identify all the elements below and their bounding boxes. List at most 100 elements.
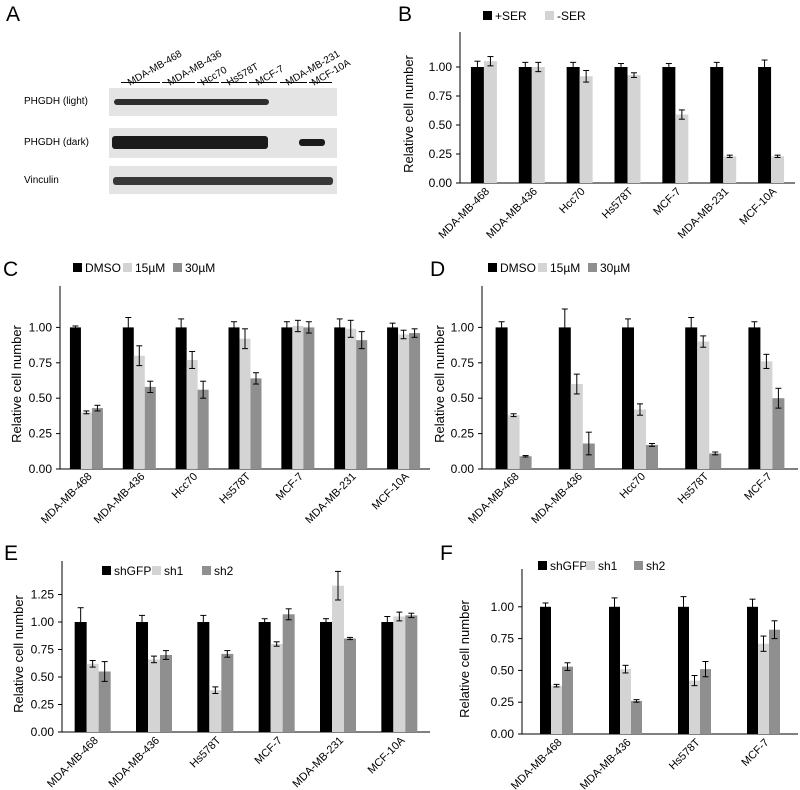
panel-letter-f: F bbox=[440, 542, 453, 565]
x-tick-label: Hs578T bbox=[676, 470, 712, 506]
bar bbox=[136, 622, 148, 732]
bar bbox=[175, 327, 187, 469]
x-tick-label: MDA-MB-468 bbox=[45, 735, 101, 790]
y-tick-label: 0.75 bbox=[451, 356, 475, 370]
bar bbox=[662, 67, 676, 183]
legend-swatch bbox=[588, 263, 597, 272]
panel-letter-b: B bbox=[398, 3, 413, 26]
bar bbox=[197, 389, 209, 469]
x-tick-label: MCF-10A bbox=[737, 185, 779, 227]
bar bbox=[689, 680, 700, 734]
bar bbox=[518, 67, 532, 183]
y-axis-label: Relative cell number bbox=[457, 599, 472, 717]
bar bbox=[228, 327, 240, 469]
blot-band bbox=[113, 177, 333, 185]
x-tick-label: Hs578T bbox=[188, 734, 224, 770]
bar bbox=[700, 669, 711, 734]
x-tick-label: Hs578T bbox=[667, 736, 703, 772]
bar bbox=[747, 606, 758, 734]
x-tick-label: MDA-MB-231 bbox=[291, 735, 347, 790]
x-tick-label: Hcc70 bbox=[557, 186, 588, 217]
bar bbox=[558, 327, 571, 469]
x-tick-label: Hcc70 bbox=[170, 471, 201, 502]
bar bbox=[344, 638, 356, 732]
bar bbox=[122, 327, 134, 469]
bar bbox=[771, 156, 785, 183]
lane-divider bbox=[249, 82, 277, 83]
bar bbox=[627, 75, 641, 183]
y-axis-label: Relative cell number bbox=[11, 594, 26, 712]
x-tick-label: MDA-MB-231 bbox=[303, 471, 359, 527]
blot-strip-vinculin bbox=[109, 166, 337, 194]
y-tick-label: 0.00 bbox=[29, 462, 53, 476]
x-tick-label: MDA-MB-468 bbox=[509, 737, 565, 790]
bar bbox=[332, 585, 344, 732]
y-tick-label: 1.25 bbox=[31, 588, 55, 602]
chart-b-cell-number-serine: 0.00 0.25 0.50 0.75 1.00 Relative cell number… bbox=[401, 9, 795, 242]
bar bbox=[562, 666, 573, 734]
bar bbox=[80, 412, 92, 469]
panel-letter-d: D bbox=[430, 258, 446, 281]
bar bbox=[675, 114, 689, 183]
bar bbox=[758, 67, 772, 183]
bar bbox=[614, 67, 628, 183]
bar bbox=[148, 659, 160, 732]
legend-swatch bbox=[123, 263, 132, 272]
y-tick-label: 0.50 bbox=[31, 670, 55, 684]
x-tick-label: MDA-MB-436 bbox=[484, 186, 540, 242]
x-tick-label: MCF-7 bbox=[253, 735, 285, 767]
blot-label: PHGDH (dark) bbox=[24, 137, 90, 148]
bar bbox=[620, 669, 631, 734]
bar bbox=[345, 328, 357, 469]
bar bbox=[334, 327, 346, 469]
bar bbox=[186, 359, 198, 469]
x-tick-label: MDA-MB-436 bbox=[107, 735, 163, 790]
y-tick-label: 1.00 bbox=[451, 320, 475, 334]
legend-label: DMSO bbox=[85, 261, 121, 275]
x-tick-label: MCF-7 bbox=[739, 737, 771, 769]
y-tick-label: 1.00 bbox=[29, 320, 53, 334]
x-tick-label: MDA-MB-468 bbox=[466, 471, 522, 527]
legend-label: DMSO bbox=[500, 261, 536, 275]
y-tick-label: 0.75 bbox=[29, 356, 53, 370]
bar bbox=[74, 622, 87, 732]
legend-swatch bbox=[586, 561, 595, 570]
y-tick-label: 0.00 bbox=[429, 176, 453, 190]
bar bbox=[320, 622, 332, 732]
y-tick-label: 0.50 bbox=[491, 663, 515, 677]
y-tick-label: 0.50 bbox=[429, 118, 453, 132]
bar bbox=[748, 327, 761, 469]
bar bbox=[685, 327, 698, 469]
x-tick-label: Hcc70 bbox=[618, 471, 649, 502]
legend-label: -SER bbox=[557, 9, 586, 23]
blot-label: PHGDH (light) bbox=[24, 96, 88, 107]
legend-label: 15µM bbox=[550, 261, 580, 275]
x-tick-label: Hs578T bbox=[217, 470, 253, 506]
bar bbox=[646, 444, 658, 469]
legend-swatch bbox=[73, 263, 82, 272]
legend-swatch bbox=[483, 11, 492, 20]
bar bbox=[281, 327, 293, 469]
x-tick-label: MDA-MB-436 bbox=[529, 471, 585, 527]
x-tick-label: MCF-7 bbox=[742, 471, 774, 503]
legend-label: sh2 bbox=[646, 559, 666, 573]
panel-letter-a: A bbox=[6, 3, 21, 26]
bar bbox=[393, 616, 406, 732]
bar bbox=[540, 606, 551, 734]
bar bbox=[239, 338, 251, 469]
bar bbox=[631, 700, 642, 734]
bar bbox=[772, 398, 785, 469]
legend-swatch bbox=[634, 561, 643, 570]
x-tick-label: MDA-MB-231 bbox=[676, 186, 732, 242]
blot-label: Vinculin bbox=[24, 175, 59, 186]
legend-swatch bbox=[152, 566, 161, 575]
bar bbox=[144, 386, 156, 469]
bar bbox=[495, 327, 508, 469]
bar bbox=[507, 415, 520, 469]
bar bbox=[91, 408, 103, 469]
bar bbox=[634, 409, 646, 469]
y-tick-label: 1.00 bbox=[31, 615, 55, 629]
bar bbox=[579, 76, 593, 183]
x-tick-label: MDA-MB-436 bbox=[578, 737, 634, 790]
y-tick-label: 0.25 bbox=[491, 695, 515, 709]
